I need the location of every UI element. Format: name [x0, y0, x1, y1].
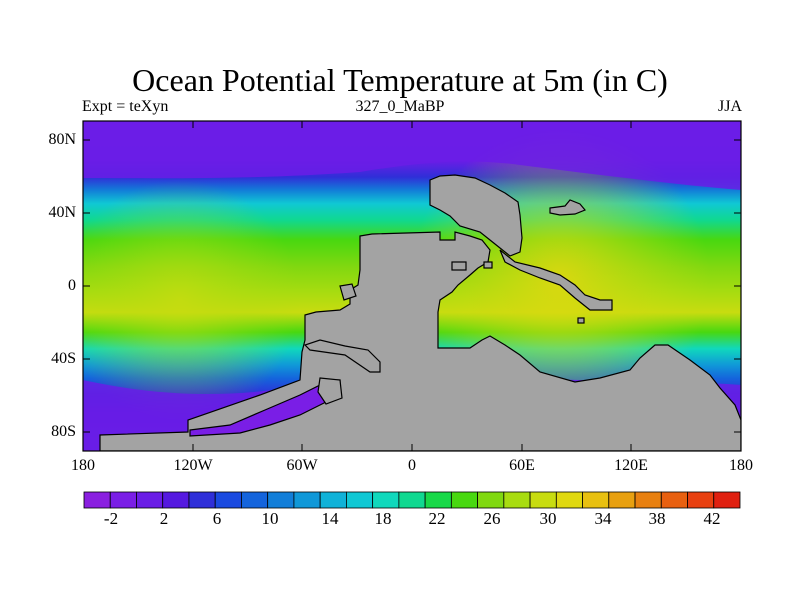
time-label: 327_0_MaBP: [355, 98, 445, 115]
lon-ticks: [192, 121, 632, 451]
colorbar-box: [582, 491, 610, 509]
colorbar-box: [345, 491, 374, 509]
colorbar-box: [162, 491, 190, 509]
colorbar-box: [503, 491, 531, 509]
lon-label-0: 0: [408, 457, 416, 474]
land-masses: [99, 174, 741, 451]
colorbar-label: 6: [212, 509, 222, 528]
colorbar-box: [188, 491, 216, 509]
colorbar-box: [529, 491, 557, 509]
lon-label-180e: 180: [729, 457, 753, 474]
lat-label-0: 0: [68, 277, 76, 294]
colorbar-label: 10: [261, 509, 279, 528]
colorbar-box: [713, 491, 741, 509]
lat-label-80n: 80N: [48, 131, 76, 148]
colorbar-box: [660, 491, 688, 509]
colorbar-box: [608, 491, 636, 509]
colorbar-box: [241, 491, 269, 509]
colorbar-label: 30: [539, 509, 557, 528]
lat-label-40s: 40S: [51, 350, 76, 367]
colorbar-box: [477, 491, 505, 509]
colorbar-label: 34: [594, 509, 612, 528]
colorbar-label: 22: [428, 509, 446, 528]
colorbar-box: [372, 491, 400, 509]
lon-label-120e: 120E: [614, 457, 648, 474]
colorbar-box: [83, 491, 111, 509]
lon-label-180w: 180: [71, 457, 95, 474]
colorbar-box: [398, 491, 426, 509]
lat-label-40n: 40N: [48, 204, 76, 221]
colorbar-box: [450, 491, 478, 509]
colorbar-label: 42: [703, 509, 721, 528]
colorbar-box: [293, 491, 321, 509]
colorbar-box: [424, 491, 452, 509]
experiment-label: Expt = teXyn: [82, 98, 169, 115]
colorbar-box: [319, 491, 347, 509]
colorbar: [83, 491, 741, 509]
colorbar-box: [687, 491, 715, 509]
colorbar-box: [109, 491, 137, 509]
lon-label-60e: 60E: [509, 457, 535, 474]
lat-label-80s: 80S: [51, 423, 76, 440]
colorbar-label: 38: [648, 509, 666, 528]
colorbar-box: [634, 491, 662, 509]
colorbar-box: [136, 491, 164, 509]
colorbar-box: [214, 491, 242, 509]
map-title: Ocean Potential Temperature at 5m (in C): [132, 62, 668, 98]
lon-label-60w: 60W: [286, 457, 318, 474]
colorbar-label: 2: [159, 509, 169, 528]
colorbar-label: 18: [374, 509, 392, 528]
lat-ticks: [83, 139, 741, 433]
colorbar-box: [555, 491, 583, 509]
colorbar-label: 26: [483, 509, 501, 528]
colorbar-label: 14: [321, 509, 339, 528]
lon-label-120w: 120W: [173, 457, 213, 474]
season-label: JJA: [717, 98, 742, 115]
colorbar-box: [267, 491, 295, 509]
colorbar-label: -2: [103, 509, 119, 528]
